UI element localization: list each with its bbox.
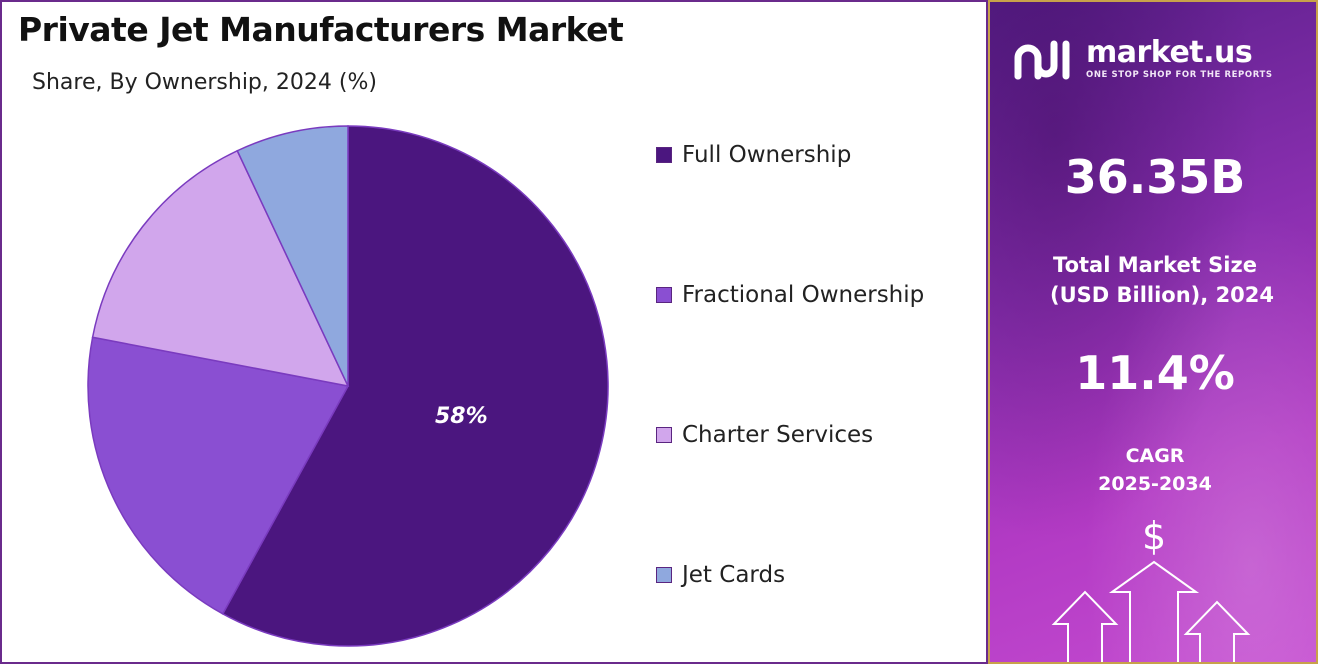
- chart-title: Private Jet Manufacturers Market: [18, 10, 624, 49]
- market-size-label-line2: (USD Billion), 2024: [1049, 283, 1275, 307]
- legend-label: Full Ownership: [682, 142, 852, 168]
- pie-slice-charter-services: [91, 149, 350, 388]
- market-summary-panel: $ market.us ONE STOP SHOP FOR THE REPORT…: [988, 0, 1318, 664]
- dollar-icon: $: [1142, 514, 1167, 558]
- pie-chart: 58%: [87, 125, 609, 647]
- cagr-period: 2025-2034: [1098, 473, 1212, 495]
- market-size-value: 36.35B: [1064, 150, 1246, 204]
- pie-slice-fractional-ownership: [87, 336, 350, 615]
- growth-arrows-icon: [1051, 560, 1251, 662]
- panel-background: [990, 2, 1316, 662]
- market-size-label-line1: Total Market Size: [1053, 253, 1257, 277]
- market-us-logo: market.us ONE STOP SHOP FOR THE REPORTS: [1010, 36, 1273, 82]
- pie-slice-full-ownership: [221, 125, 609, 647]
- legend-label: Charter Services: [682, 422, 874, 448]
- legend-item-fractional-ownership: Fractional Ownership: [656, 282, 924, 308]
- cagr-value: 11.4%: [1075, 346, 1235, 400]
- pie-data-label-full-ownership: 58%: [435, 404, 488, 429]
- pie-slice-jet-cards: [236, 125, 349, 387]
- legend-swatch: [656, 567, 672, 583]
- cagr-label: CAGR: [1125, 445, 1185, 467]
- legend-swatch: [656, 147, 672, 163]
- legend-swatch: [656, 287, 672, 303]
- legend-item-charter-services: Charter Services: [656, 422, 873, 448]
- brand-tagline: ONE STOP SHOP FOR THE REPORTS: [1086, 70, 1273, 80]
- legend-swatch: [656, 427, 672, 443]
- brand-name: market.us: [1086, 35, 1253, 70]
- legend-item-jet-cards: Jet Cards: [656, 562, 785, 588]
- legend-label: Fractional Ownership: [682, 282, 925, 308]
- legend-label: Jet Cards: [682, 562, 786, 588]
- legend-item-full-ownership: Full Ownership: [656, 142, 851, 168]
- chart-subtitle: Share, By Ownership, 2024 (%): [32, 70, 377, 95]
- chart-frame: Private Jet Manufacturers Market Share, …: [0, 0, 988, 664]
- market-us-logo-icon: [1014, 40, 1070, 80]
